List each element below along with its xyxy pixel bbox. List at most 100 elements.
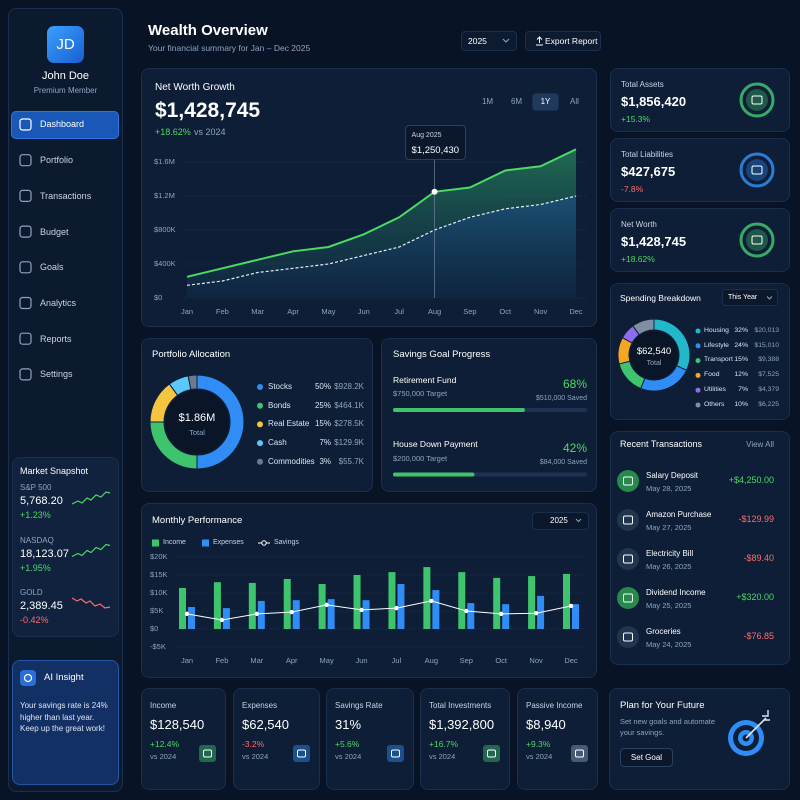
- x-tick-label: Feb: [215, 307, 229, 317]
- goal-target: $750,000 Target: [393, 389, 448, 399]
- savings-point: [498, 611, 504, 617]
- legend-percent: 3%: [319, 456, 331, 466]
- bar: [388, 572, 396, 629]
- nav-icon: [19, 368, 32, 381]
- legend-amount: $129.9K: [334, 438, 364, 448]
- kpi-label: Total Investments: [429, 701, 492, 711]
- legend-label: Transport: [704, 356, 733, 364]
- donut-segment: [632, 318, 655, 336]
- tooltip-value: $1,250,430: [411, 145, 460, 157]
- transaction-amount: -$76.85: [743, 631, 774, 642]
- transaction-name: Dividend Income: [646, 588, 706, 598]
- card-title: Spending Breakdown: [620, 292, 701, 303]
- legend-label: Savings: [274, 538, 299, 546]
- kpi-card: [420, 688, 510, 790]
- kpi-label: Income: [150, 701, 177, 711]
- export-button[interactable]: [525, 31, 601, 51]
- kpi-card: [233, 688, 320, 790]
- insight-icon: [20, 670, 36, 686]
- nav-icon: [19, 261, 32, 274]
- stat-icon-ring: [739, 222, 775, 258]
- x-tick-label: May: [319, 656, 334, 666]
- savings-point: [324, 602, 329, 608]
- donut-total-label: Total: [189, 428, 205, 438]
- savings-point: [464, 608, 469, 614]
- bar: [432, 590, 440, 629]
- stat-icon: [746, 159, 768, 181]
- legend-amount: $928.2K: [334, 382, 364, 392]
- legend-label: Housing: [704, 326, 729, 334]
- market-name: S&P 500: [20, 483, 52, 493]
- goal-saved: $84,000 Saved: [539, 459, 587, 467]
- legend-percent: 24%: [734, 341, 748, 349]
- y-tick-label: $400K: [154, 259, 176, 269]
- set-goal-label[interactable]: Set Goal: [630, 752, 663, 762]
- legend-label: Others: [704, 400, 725, 408]
- x-tick-label: Apr: [285, 656, 298, 666]
- year-value[interactable]: 2025: [468, 35, 487, 46]
- legend-dot: [695, 343, 701, 349]
- donut-total-label: Total: [646, 359, 662, 367]
- view-all-link[interactable]: View All: [746, 440, 774, 450]
- stat-change: +18.62%: [621, 253, 655, 264]
- period-value[interactable]: This Year: [728, 293, 758, 301]
- insight-icon-dot: [23, 673, 33, 683]
- year-value[interactable]: 2025: [550, 516, 568, 526]
- nav-icon: [19, 332, 32, 345]
- card-title: Recent Transactions: [620, 439, 703, 450]
- y-tick-label: $20K: [150, 552, 168, 562]
- stat-change: -7.8%: [621, 183, 644, 194]
- transaction-icon: [617, 587, 639, 609]
- net-worth-change: +18.62%: [155, 127, 191, 138]
- series-line: [186, 195, 577, 286]
- stat-icon-ring: [739, 152, 775, 188]
- bar: [467, 603, 475, 629]
- savings-point: [568, 603, 574, 609]
- period-dropdown[interactable]: [722, 289, 778, 306]
- bar: [222, 608, 230, 629]
- nav-item[interactable]: Budget: [40, 226, 69, 237]
- range-button[interactable]: 1Y: [540, 97, 551, 107]
- range-button[interactable]: 6M: [510, 97, 523, 107]
- sparkline: [71, 597, 111, 609]
- kpi-icon-glyph: [297, 749, 306, 758]
- range-button[interactable]: All: [570, 97, 579, 107]
- nav-item[interactable]: Goals: [40, 262, 64, 273]
- legend-dot: [695, 328, 701, 334]
- savings-point: [219, 617, 225, 623]
- bar: [362, 600, 370, 629]
- legend-label: Food: [704, 371, 720, 379]
- user-name: John Doe: [41, 70, 90, 83]
- nav-item[interactable]: Reports: [40, 333, 72, 344]
- legend-percent: 15%: [734, 356, 748, 364]
- savings-point: [254, 611, 260, 617]
- set-goal-button[interactable]: [620, 748, 673, 767]
- transaction-icon: [617, 509, 639, 531]
- monthly-year-dropdown[interactable]: [532, 512, 589, 530]
- savings-point: [289, 609, 294, 615]
- kpi-note: vs 2024: [242, 752, 269, 762]
- target-arrow-tail: [762, 710, 770, 721]
- x-tick-label: May: [321, 307, 336, 317]
- nav-item[interactable]: Settings: [40, 369, 73, 380]
- stat-icon-ring: [739, 82, 775, 118]
- bar: [493, 577, 501, 629]
- transaction-icon: [617, 626, 639, 648]
- legend-label: Real Estate: [268, 419, 310, 429]
- nav-item[interactable]: Portfolio: [40, 155, 74, 166]
- nav-item[interactable]: Dashboard: [40, 119, 85, 130]
- range-button[interactable]: 1M: [481, 97, 494, 107]
- bar: [213, 582, 221, 629]
- export-label[interactable]: Export Report: [545, 35, 598, 46]
- bar: [423, 567, 431, 629]
- year-dropdown[interactable]: [461, 31, 517, 51]
- legend-percent: 7%: [738, 385, 748, 393]
- nav-icon: [19, 296, 32, 310]
- nav-item[interactable]: Analytics: [40, 297, 77, 308]
- nav-icon: [19, 118, 32, 131]
- legend-dot: [695, 402, 701, 408]
- kpi-icon: [387, 745, 404, 762]
- nav-item[interactable]: Transactions: [40, 190, 92, 201]
